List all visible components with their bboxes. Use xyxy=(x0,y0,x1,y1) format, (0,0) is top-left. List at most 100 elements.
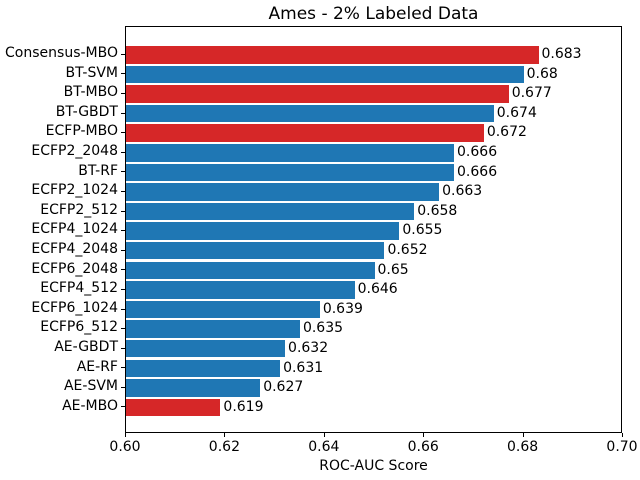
bar-row: 0.631 xyxy=(126,359,621,378)
x-tick-mark xyxy=(125,433,126,437)
bar xyxy=(126,163,455,182)
y-tick-mark xyxy=(121,347,125,349)
bar-row: 0.619 xyxy=(126,398,621,417)
y-tick-label: AE-GBDT xyxy=(54,338,118,355)
bar xyxy=(126,183,440,201)
y-tick-label: BT-RF xyxy=(78,162,118,179)
bar-value-label: 0.652 xyxy=(387,241,428,258)
bar-value-label: 0.632 xyxy=(288,339,329,356)
bar-row: 0.655 xyxy=(126,222,621,240)
bar-row: 0.666 xyxy=(126,163,621,182)
bar xyxy=(126,320,300,338)
bar-row: 0.677 xyxy=(126,85,621,103)
bar-value-label: 0.627 xyxy=(263,379,304,396)
bar-row: 0.65 xyxy=(126,261,621,280)
bar-value-label: 0.639 xyxy=(322,300,363,317)
bar-row: 0.658 xyxy=(126,202,621,221)
y-tick-mark xyxy=(121,230,125,232)
bar-row: 0.68 xyxy=(126,65,621,84)
x-tick-mark xyxy=(323,433,325,437)
y-tick-mark xyxy=(121,73,125,75)
y-tick-mark xyxy=(121,406,125,408)
plot-area: 0.683 0.68 0.677 0.674 0.672 0.666 0.666 0.663 0… xyxy=(125,26,622,433)
y-tick-label: BT-SVM xyxy=(65,64,118,81)
bar xyxy=(126,222,400,240)
bar-value-label: 0.683 xyxy=(541,46,582,63)
bar-row: 0.652 xyxy=(126,241,621,260)
y-tick-mark xyxy=(121,171,125,173)
bar-row: 0.663 xyxy=(126,183,621,201)
bar-value-label: 0.674 xyxy=(496,104,537,121)
y-tick-mark xyxy=(121,190,125,192)
y-tick-mark xyxy=(121,151,125,153)
bar-row: 0.632 xyxy=(126,339,621,358)
bar-value-label: 0.655 xyxy=(402,222,443,239)
y-tick-mark xyxy=(121,288,125,290)
bar xyxy=(126,202,415,221)
x-tick-label: 0.70 xyxy=(606,439,638,455)
y-tick-label: ECFP6_512 xyxy=(40,319,118,336)
y-tick-mark xyxy=(121,308,125,310)
y-tick-label: BT-GBDT xyxy=(55,103,118,120)
bar-row: 0.672 xyxy=(126,124,621,142)
bar-row: 0.646 xyxy=(126,281,621,299)
y-tick-label: ECFP2_1024 xyxy=(31,182,118,199)
y-tick-label: AE-SVM xyxy=(63,378,118,395)
bar xyxy=(126,46,539,64)
y-tick-mark xyxy=(121,92,125,94)
y-tick-mark xyxy=(121,328,125,330)
bar-value-label: 0.646 xyxy=(357,281,398,298)
x-axis-label: ROC-AUC Score xyxy=(319,458,428,474)
y-tick-mark xyxy=(121,249,125,251)
y-tick-label: ECFP4_2048 xyxy=(31,240,118,257)
bar xyxy=(126,85,509,103)
bar-value-label: 0.663 xyxy=(442,183,483,200)
bar xyxy=(126,144,455,162)
x-tick-mark xyxy=(224,433,226,437)
y-tick-label: AE-RF xyxy=(76,358,118,375)
bar-value-label: 0.677 xyxy=(511,85,552,102)
bar-value-label: 0.619 xyxy=(223,398,264,415)
x-tick-label: 0.68 xyxy=(507,439,539,455)
y-tick-label: ECFP2_2048 xyxy=(31,143,118,160)
x-tick-mark xyxy=(423,433,425,437)
bar xyxy=(126,241,385,260)
y-tick-mark xyxy=(121,53,125,55)
bar-value-label: 0.666 xyxy=(457,163,498,180)
x-tick-label: 0.62 xyxy=(208,439,240,455)
bar-value-label: 0.68 xyxy=(526,65,558,82)
bar xyxy=(126,379,261,397)
y-tick-mark xyxy=(121,132,125,134)
y-tick-label: ECFP4_1024 xyxy=(31,221,118,238)
bar xyxy=(126,261,375,280)
y-tick-mark xyxy=(121,112,125,114)
y-tick-label: AE-MBO xyxy=(62,397,118,414)
bar-row: 0.666 xyxy=(126,144,621,162)
y-tick-label: ECFP6_1024 xyxy=(31,299,118,316)
bar-value-label: 0.65 xyxy=(377,261,409,278)
bar xyxy=(126,65,524,84)
bar-value-label: 0.672 xyxy=(486,124,527,141)
bar-value-label: 0.631 xyxy=(283,359,324,376)
x-tick-label: 0.64 xyxy=(308,439,340,455)
bar xyxy=(126,398,221,417)
y-tick-mark xyxy=(121,367,125,369)
y-tick-mark xyxy=(121,269,125,271)
bar-row: 0.639 xyxy=(126,300,621,319)
bar-value-label: 0.666 xyxy=(457,144,498,161)
y-tick-label: ECFP-MBO xyxy=(45,123,118,140)
y-tick-mark xyxy=(121,210,125,212)
bar-value-label: 0.658 xyxy=(417,202,458,219)
y-tick-label: ECFP4_512 xyxy=(40,280,118,297)
x-tick-mark xyxy=(622,433,623,437)
x-tick-label: 0.66 xyxy=(407,439,439,455)
bar xyxy=(126,104,494,123)
y-tick-label: ECFP6_2048 xyxy=(31,260,118,277)
y-tick-label: BT-MBO xyxy=(63,84,118,101)
bar xyxy=(126,281,355,299)
bar-row: 0.683 xyxy=(126,46,621,64)
bar-row: 0.635 xyxy=(126,320,621,338)
y-tick-mark xyxy=(121,386,125,388)
bar-row: 0.674 xyxy=(126,104,621,123)
